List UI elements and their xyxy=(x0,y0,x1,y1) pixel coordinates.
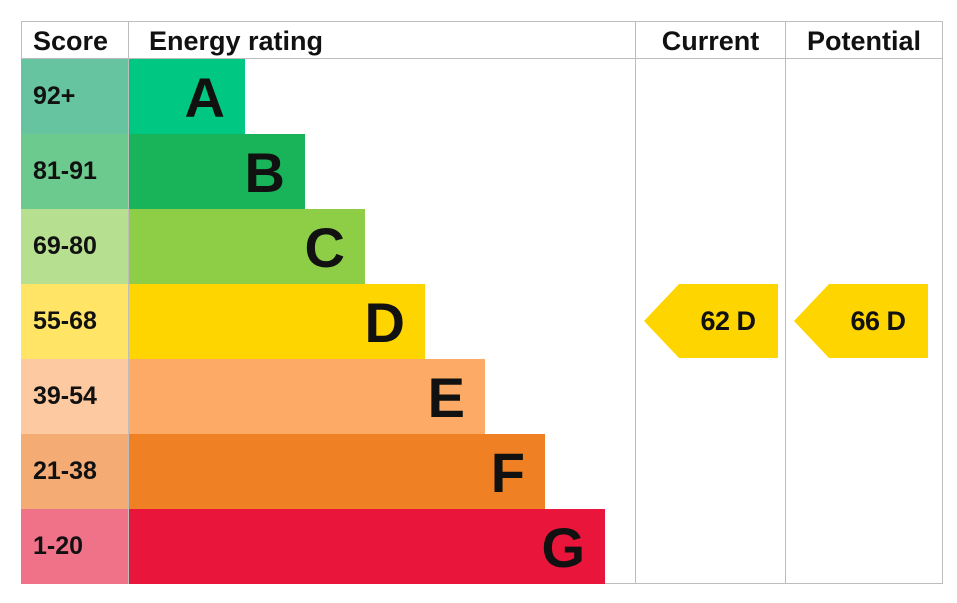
rating-bar-f: F xyxy=(129,434,545,509)
score-range-f: 21-38 xyxy=(21,434,128,509)
column-divider xyxy=(128,21,129,584)
score-range-d: 55-68 xyxy=(21,284,128,359)
current-rating-label: 62 D xyxy=(700,306,756,336)
rating-bar-a: A xyxy=(129,59,245,134)
potential-rating-label: 66 D xyxy=(850,306,906,336)
header-score: Score xyxy=(33,26,109,56)
score-range-g: 1-20 xyxy=(21,509,128,584)
column-divider xyxy=(635,21,636,584)
rating-bar-d: D xyxy=(129,284,425,359)
score-range-e: 39-54 xyxy=(21,359,128,434)
current-arrow-shape xyxy=(644,284,778,358)
header-potential: Potential xyxy=(806,26,921,56)
rating-bar-g: G xyxy=(129,509,605,584)
score-range-b: 81-91 xyxy=(21,134,128,209)
header-divider xyxy=(21,58,942,59)
header-current: Current xyxy=(661,26,760,56)
header-energy-rating: Energy rating xyxy=(149,26,324,56)
rating-bar-c: C xyxy=(129,209,365,284)
score-range-c: 69-80 xyxy=(21,209,128,284)
score-range-a: 92+ xyxy=(21,59,128,134)
current-rating-arrow: 62 D xyxy=(644,284,778,358)
potential-rating-arrow: 66 D xyxy=(794,284,928,358)
rating-bar-e: E xyxy=(129,359,485,434)
potential-arrow-shape xyxy=(794,284,928,358)
column-divider xyxy=(785,21,786,584)
rating-bar-b: B xyxy=(129,134,305,209)
